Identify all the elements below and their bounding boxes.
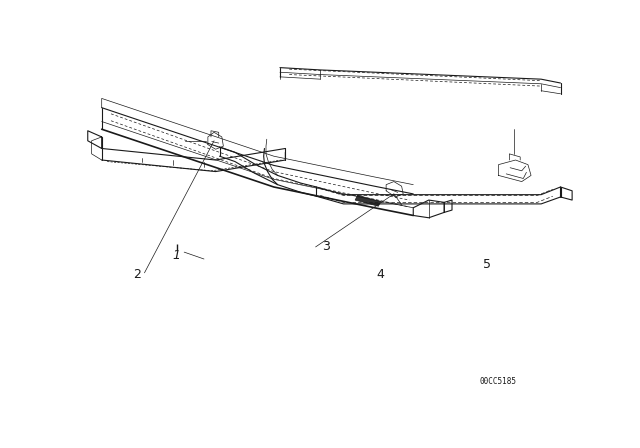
Text: 3: 3 [321,241,330,254]
Text: 5: 5 [483,258,491,271]
Text: 4: 4 [376,268,384,281]
Text: 1: 1 [173,249,180,262]
Polygon shape [355,195,381,206]
Text: 2: 2 [133,268,141,281]
Text: 00CC5185: 00CC5185 [479,377,516,386]
